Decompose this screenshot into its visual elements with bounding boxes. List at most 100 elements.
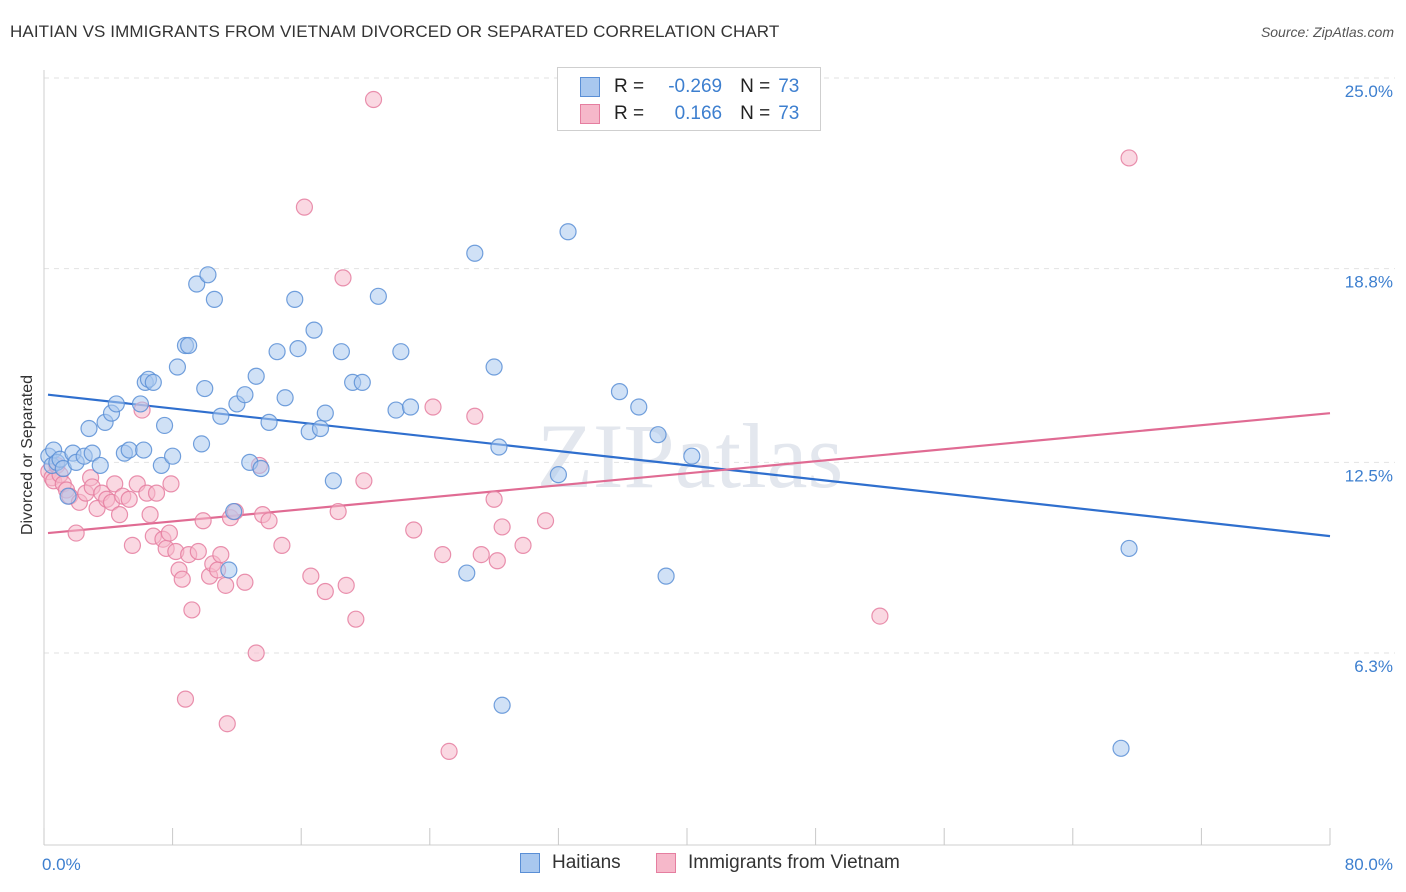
haitian-point: [286, 290, 304, 308]
vietnam-point: [302, 567, 320, 585]
legend-r-value: 0.166: [674, 103, 723, 124]
haitian-point: [311, 419, 330, 438]
vietnam-point: [173, 570, 191, 588]
haitian-point: [630, 398, 648, 416]
vietnam-point: [337, 576, 355, 594]
haitian-point: [392, 343, 410, 361]
haitian-point: [305, 321, 323, 339]
vietnam-point: [247, 644, 265, 662]
vietnam-point: [212, 546, 230, 564]
vietnam-point: [466, 407, 484, 425]
legend-n-value: 73: [778, 103, 800, 124]
vietnam-point: [485, 490, 503, 508]
haitian-point: [332, 343, 350, 361]
haitian-point: [324, 472, 342, 490]
haitian-point: [458, 564, 476, 582]
haitian-point: [268, 343, 286, 361]
x-tick-labels: 0.0% 80.0%: [42, 855, 1393, 874]
vietnam-point: [355, 472, 373, 490]
haitian-point: [196, 379, 214, 398]
haitian-point: [490, 438, 508, 456]
vietnam-point: [194, 512, 212, 530]
vietnam-point: [162, 475, 180, 493]
haitian-point: [59, 487, 77, 505]
vietnam-point: [871, 607, 889, 625]
haitian-point: [180, 336, 198, 355]
chart-title: HAITIAN VS IMMIGRANTS FROM VIETNAM DIVOR…: [10, 22, 780, 41]
legend-label-haitians: Haitians: [552, 852, 621, 873]
legend-row-haitians: R = -0.269 N = 73: [580, 74, 799, 100]
vietnam-point: [316, 582, 334, 601]
haitian-point: [199, 266, 217, 284]
grid-lines: [44, 77, 1395, 654]
haitian-point: [289, 339, 307, 358]
haitian-point: [155, 416, 174, 435]
vietnam-point: [147, 484, 166, 502]
legend-n-label: N =: [740, 76, 771, 97]
haitian-point: [91, 456, 109, 475]
haitian-point: [276, 389, 294, 407]
vietnam-point: [434, 546, 452, 564]
haitian-point: [247, 367, 265, 385]
haitian-point: [466, 244, 484, 262]
haitian-point: [107, 395, 125, 413]
haitian-point: [188, 275, 206, 293]
legend-swatch-blue: [520, 853, 540, 873]
data-points: [40, 90, 1138, 760]
legend-r-label: R =: [614, 76, 645, 97]
stats-legend: R = -0.269 N = 73 R = 0.166 N = 73: [557, 67, 821, 131]
haitian-point: [212, 407, 230, 425]
vietnam-point: [67, 524, 85, 542]
vietnam-point: [176, 690, 195, 708]
vietnam-point: [514, 536, 532, 554]
vietnam-point: [329, 502, 347, 521]
vietnam-point: [424, 398, 442, 416]
vietnam-point: [364, 90, 383, 109]
vietnam-point: [440, 742, 458, 760]
y-tick-label: 18.8%: [1345, 273, 1393, 292]
y-tick-label: 6.3%: [1354, 657, 1393, 676]
legend-label-vietnam: Immigrants from Vietnam: [688, 852, 900, 873]
legend-swatch-blue: [580, 77, 600, 97]
legend-n-label: N =: [740, 103, 771, 124]
haitian-point: [549, 466, 568, 484]
legend-r-label: R =: [614, 103, 645, 124]
haitian-point: [493, 696, 511, 714]
haitian-point: [1120, 539, 1138, 558]
vietnam-point: [488, 552, 506, 570]
haitian-point: [260, 413, 278, 431]
vietnam-point: [334, 269, 352, 287]
haitian-point: [610, 383, 629, 401]
vietnam-point: [218, 715, 236, 733]
vietnam-point: [536, 512, 555, 530]
vietnam-point: [405, 521, 423, 539]
y-tick-label: 25.0%: [1345, 82, 1393, 101]
y-tick-label: 12.5%: [1345, 466, 1393, 485]
vietnam-point: [236, 573, 254, 591]
vietnam-point: [110, 506, 129, 524]
haitian-point: [164, 447, 182, 465]
vietnam-point: [120, 490, 138, 508]
legend-item-haitians: Haitians: [520, 852, 621, 874]
haitian-point: [220, 561, 238, 579]
haitian-point: [1112, 739, 1130, 757]
legend-n-value: 73: [778, 76, 800, 97]
haitian-point: [135, 441, 153, 459]
haitian-point: [131, 395, 150, 413]
vietnam-point: [273, 536, 291, 554]
haitian-point: [236, 386, 254, 404]
haitian-point: [559, 223, 577, 241]
vietnam-point: [260, 512, 278, 530]
haitian-point: [225, 502, 243, 521]
haitian-point: [152, 456, 170, 475]
vietnam-point: [141, 506, 159, 524]
vietnam-point: [295, 198, 314, 216]
vietnam-point: [106, 475, 124, 493]
haitian-point: [252, 459, 270, 478]
vietnam-point: [217, 576, 235, 594]
haitian-point: [649, 426, 667, 444]
vietnam-point: [160, 524, 178, 542]
legend-item-vietnam: Immigrants from Vietnam: [656, 852, 900, 874]
vietnam-point: [123, 536, 142, 554]
